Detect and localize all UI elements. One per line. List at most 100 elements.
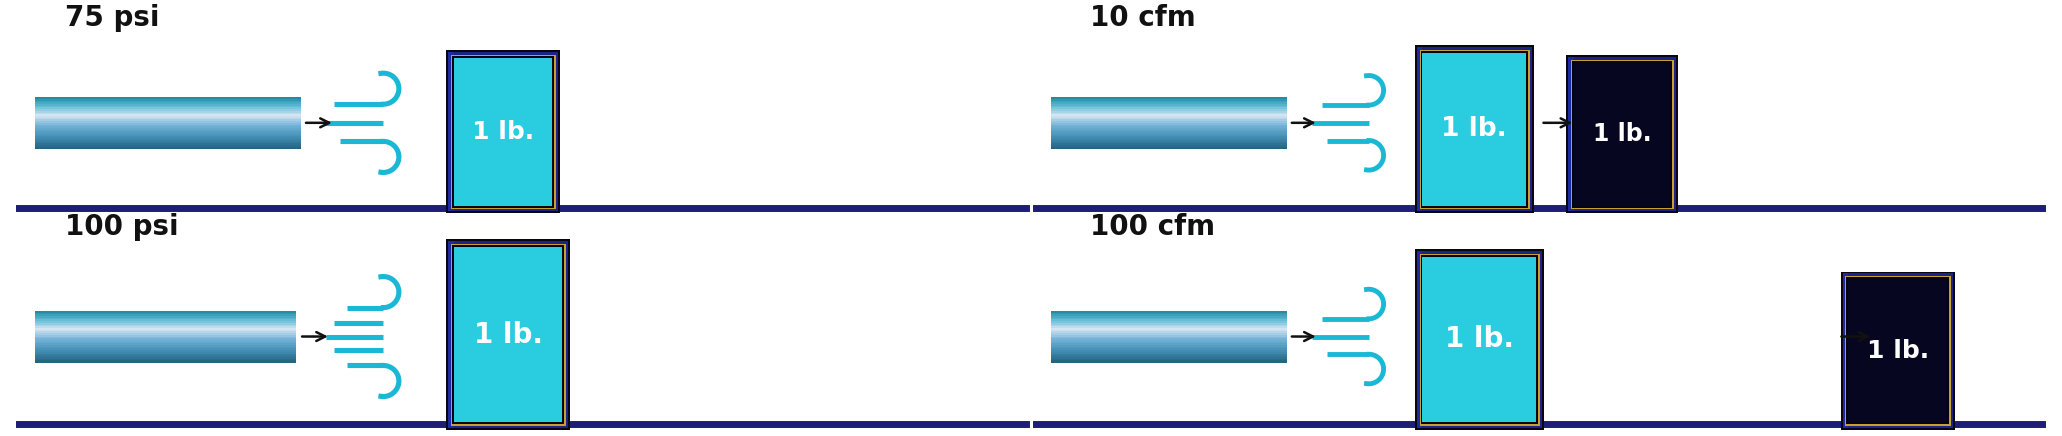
Bar [35,145,301,147]
Bar [35,318,297,320]
Bar [1052,136,1287,139]
Bar [35,109,301,111]
Bar [35,311,297,313]
Bar [35,114,301,116]
Bar [35,314,297,317]
Bar [35,313,297,315]
Bar [1419,50,1530,209]
Bar [35,338,297,341]
Bar [35,340,297,342]
Bar [1052,104,1287,106]
Bar [35,112,301,115]
Bar [35,99,301,101]
Text: 100 cfm: 100 cfm [1091,213,1215,241]
Bar [35,118,301,120]
Bar [1052,314,1287,317]
Bar [35,140,301,142]
Bar [1052,112,1287,115]
Bar [452,56,555,208]
Bar [1052,135,1287,137]
Bar [1052,109,1287,111]
Bar [1052,333,1287,335]
Bar [445,50,561,213]
Bar [35,344,297,346]
Bar [1052,347,1287,349]
Bar [35,324,297,327]
Bar [1052,121,1287,123]
Bar [1841,272,1955,430]
Bar [35,354,297,356]
Bar [35,143,301,146]
Bar [35,361,297,363]
Bar [35,330,297,332]
Bar [1052,340,1287,342]
Bar [1052,344,1287,346]
Bar [1421,51,1528,208]
Bar [35,107,301,109]
Bar [452,55,557,209]
Bar [35,316,297,318]
Text: 1 lb.: 1 lb. [472,119,534,144]
Bar [447,241,569,428]
Bar [1052,331,1287,334]
Bar [1052,101,1287,103]
Bar [1052,361,1287,363]
Bar [35,101,301,103]
Bar [1417,47,1423,211]
Bar [35,119,301,122]
Bar [1052,330,1287,332]
Bar [1845,277,1949,424]
Bar [1052,320,1287,322]
Bar [35,126,301,129]
Bar [445,239,569,430]
Bar [35,131,301,133]
Bar [1843,273,1953,428]
Bar [35,345,297,347]
Bar [35,326,297,328]
Bar [1052,337,1287,339]
Text: 1 lb.: 1 lb. [1445,326,1514,354]
Bar [35,142,301,144]
Bar [1423,53,1526,205]
Bar [1052,348,1287,351]
Bar [35,138,301,140]
Bar [1415,249,1544,430]
Text: 1 lb.: 1 lb. [474,320,542,348]
Bar [447,241,454,428]
Bar [447,52,559,211]
Bar [1052,350,1287,352]
Bar [1052,313,1287,315]
Bar [35,352,297,354]
Bar [1052,342,1287,344]
Bar [1417,251,1542,428]
Bar [452,245,565,424]
Bar [447,52,454,211]
Text: 1 lb.: 1 lb. [1592,122,1652,146]
Bar [35,102,301,105]
Bar [35,357,297,359]
Bar [1052,133,1287,135]
Text: 100 psi: 100 psi [64,213,179,241]
Bar [1052,106,1287,108]
Bar [1052,99,1287,101]
Bar [1052,116,1287,118]
Bar [35,123,301,125]
Bar [35,121,301,123]
Bar [1565,55,1678,213]
Bar [1052,354,1287,356]
Bar [1417,251,1423,428]
Bar [35,350,297,352]
Bar [454,58,553,205]
Bar [1052,138,1287,140]
Bar [35,321,297,324]
Bar [1417,47,1532,211]
Bar [1052,359,1287,361]
Bar [1052,102,1287,105]
Bar [1052,335,1287,337]
Bar [1052,357,1287,359]
Bar [1052,328,1287,330]
Bar [1567,57,1573,211]
Bar [1573,63,1670,205]
Text: 75 psi: 75 psi [64,4,159,32]
Bar [1052,338,1287,341]
